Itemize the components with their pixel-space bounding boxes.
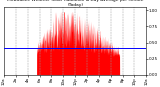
Title: Milwaukee Weather Solar Radiation & Day Average per Minute (Today): Milwaukee Weather Solar Radiation & Day …	[7, 0, 143, 7]
